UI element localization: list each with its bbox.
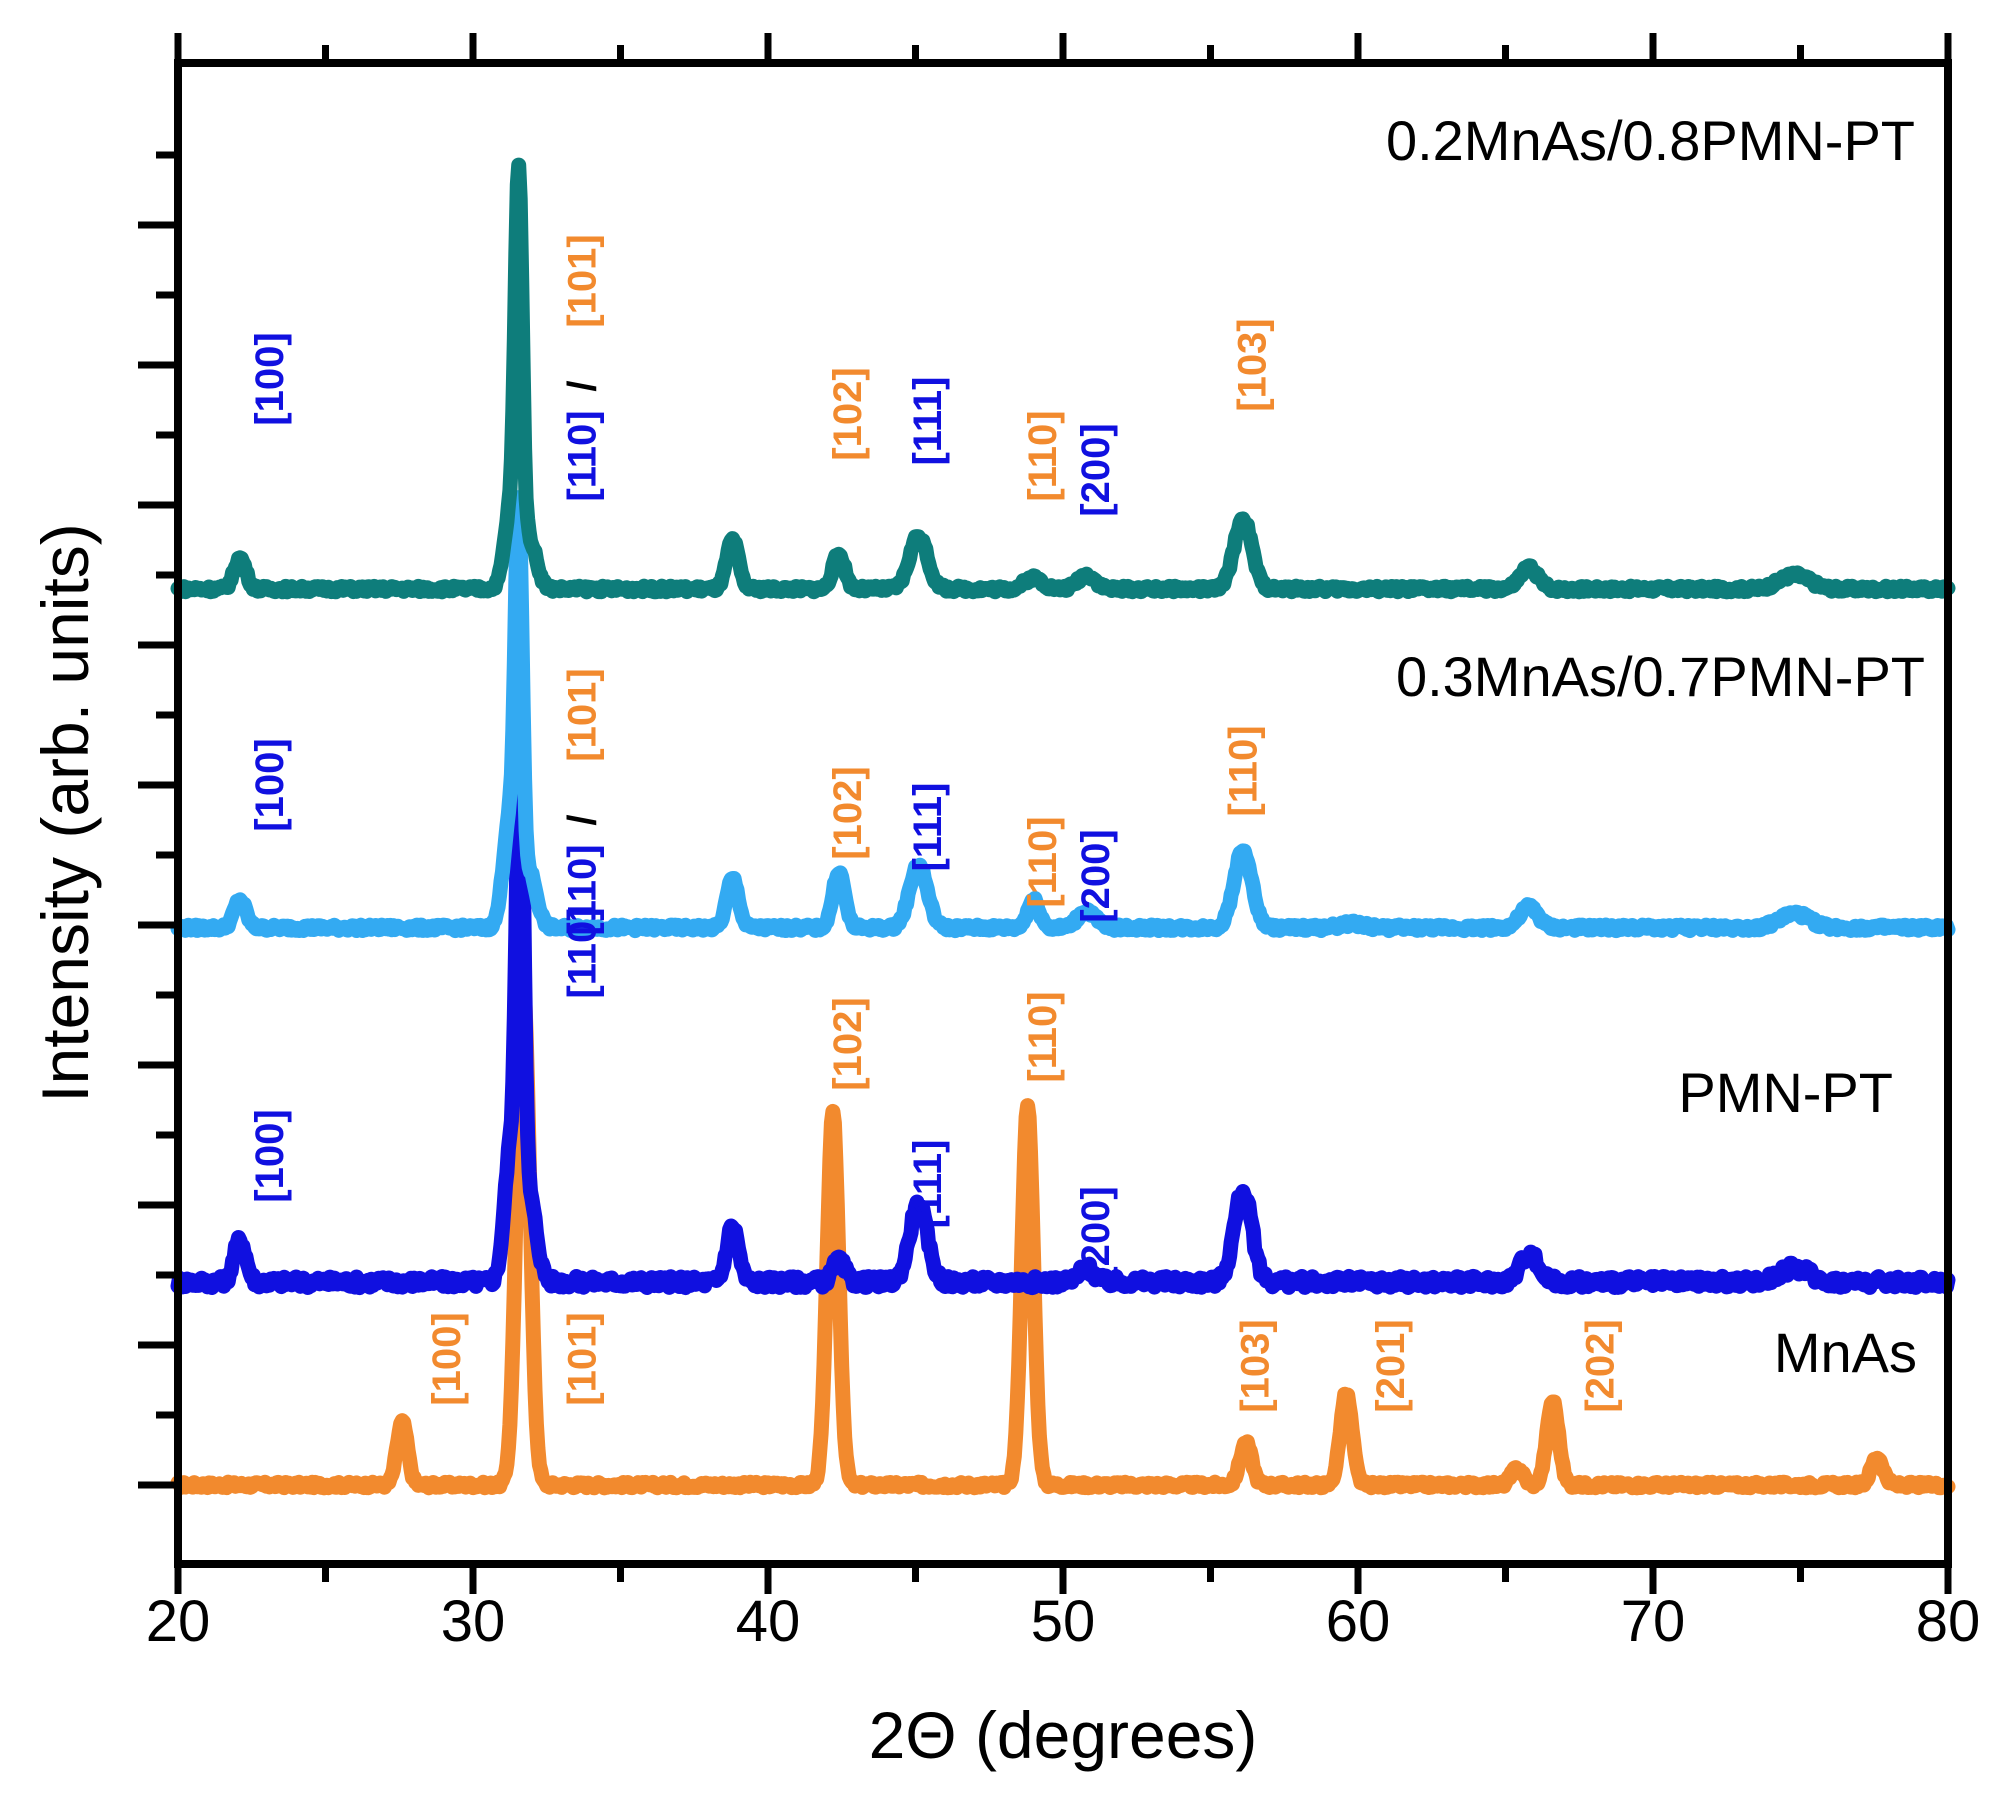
peak-label-24: [100] [425,1312,469,1405]
series-line-0-3mnas-0-7pmn-pt [170,490,1956,939]
x-tick-label: 50 [1031,1589,1096,1654]
peak-label-13: [102] [826,766,870,859]
peak-label-15: [110] [1021,816,1065,907]
peak-label-7: [200] [1074,423,1118,516]
peak-label-27: [201] [1369,1319,1413,1412]
series-layer [170,157,1956,1496]
peak-annotations: [100][110]/[101][102] [111] [110] [200][103… [248,234,1622,1412]
peak-label-5: [111] [906,377,950,466]
peak-label-2: / [561,380,605,391]
y-axis-title: Intensity (arb. units) [28,523,102,1103]
peak-label-10: [110] [561,844,605,935]
series-label-0.2mnas: 0.2MnAs/0.8PMN-PT [1386,109,1915,172]
peak-label-0: [100] [248,332,292,425]
x-tick-label: 40 [736,1589,801,1654]
peak-label-23: [200] [1074,1186,1118,1279]
x-tick-label: 20 [146,1589,211,1654]
ticks [138,33,1952,1594]
series-line-pmn-pt [170,690,1956,1296]
peak-label-25: [101] [561,1312,605,1405]
peak-label-8: [103] [1230,318,1274,411]
peak-label-22: [110] [1021,991,1065,1082]
series-line-0-2mnas-0-8pmn-pt [170,157,1956,600]
peak-label-6: [110] [1021,410,1065,501]
peak-label-1: [110] [561,410,605,501]
peak-label-11: / [561,814,605,825]
peak-label-4: [102] [826,367,870,460]
x-tick-label: 30 [441,1589,506,1654]
peak-label-17: [110] [1221,725,1265,816]
series-label-pmn-pt: PMN-PT [1678,1061,1893,1124]
peak-label-18: [100] [248,1109,292,1202]
x-tick-label: 60 [1326,1589,1391,1654]
peak-label-12: [101] [561,668,605,761]
series-line-mnas [170,972,1956,1496]
series-labels: 0.2MnAs/0.8PMN-PT 0.3MnAs/0.7PMN-PT PMN-… [1386,109,1925,1384]
peak-label-21: [111] [906,1140,950,1229]
peak-label-16: [200] [1074,829,1118,922]
x-tick-labels: 20 30 40 50 60 70 80 [146,1589,1981,1654]
axes: 20 30 40 50 60 70 80 [138,33,1980,1654]
x-tick-label: 80 [1916,1589,1981,1654]
series-label-0.3mnas: 0.3MnAs/0.7PMN-PT [1396,645,1925,708]
peak-label-3: [101] [561,234,605,327]
x-tick-label: 70 [1621,1589,1686,1654]
peak-label-9: [100] [248,738,292,831]
series-label-mnas: MnAs [1774,1321,1917,1384]
peak-label-14: [111] [906,783,950,872]
peak-label-20: [102] [826,997,870,1090]
peak-label-28: [202] [1578,1319,1622,1412]
peak-label-26: [103] [1233,1319,1277,1412]
x-axis-title: 2Θ (degrees) [869,1698,1258,1772]
peak-label-19: [110] [561,907,605,998]
